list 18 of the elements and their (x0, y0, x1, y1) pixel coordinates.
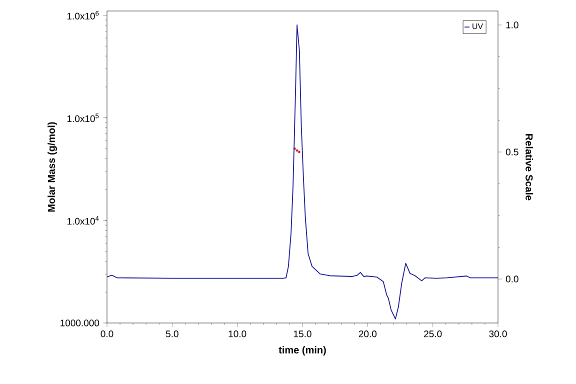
y2-tick-label: 1.0 (506, 22, 518, 28)
y-tick-label: 1.0x10$^{5}$ (67, 114, 99, 122)
x-tick-label: 25.0 (424, 330, 442, 338)
legend-label: UV (472, 24, 484, 30)
x-tick-label: 10.0 (228, 330, 246, 338)
y2-tick-label: 0.0 (506, 276, 518, 282)
x-tick-label: 15.0 (294, 330, 312, 338)
y-tick-label: 1000.000 (60, 320, 100, 326)
y-axis-title: Molar Mass (g/mol) (48, 122, 57, 212)
y-tick-label: 1.0x10$^{6}$ (67, 10, 99, 20)
y2-axis-title: Relative Scale (526, 134, 533, 200)
y-tick-label: 1.0x10$^{4}$ (67, 216, 99, 225)
x-tick-label: 0.0 (100, 330, 114, 338)
x-tick-label: 5.0 (166, 330, 178, 338)
x-axis-title: time (min) (278, 346, 326, 356)
x-tick-label: 30.0 (489, 330, 507, 338)
y2-tick-label: 0.5 (506, 148, 518, 156)
x-tick-label: 20.0 (358, 330, 377, 338)
